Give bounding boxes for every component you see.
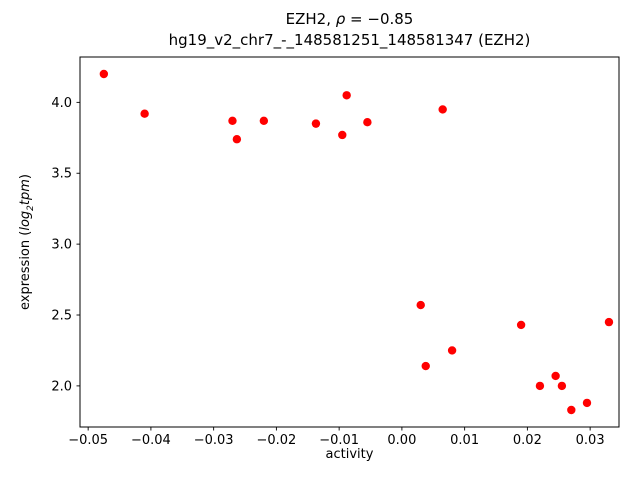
data-point	[342, 91, 351, 100]
x-tick-label: −0.03	[194, 433, 234, 448]
data-point	[363, 118, 372, 127]
x-tick-label: −0.02	[256, 433, 296, 448]
x-tick-label: −0.04	[131, 433, 171, 448]
axes-frame	[79, 56, 620, 428]
data-point	[551, 371, 560, 381]
title-text: EZH2,	[285, 10, 336, 28]
data-point	[228, 116, 237, 125]
data-point	[582, 398, 592, 408]
data-point	[535, 381, 545, 391]
y-axis-label-sub: 2	[25, 205, 36, 211]
data-point	[232, 135, 242, 144]
data-point	[438, 105, 447, 114]
data-point	[311, 119, 321, 128]
y-axis-label-log: log	[18, 210, 34, 231]
data-point	[140, 109, 149, 118]
data-point	[416, 300, 425, 310]
y-tick-label: 2.5	[51, 309, 72, 324]
y-axis-label-text: expression (	[18, 230, 34, 310]
data-point	[557, 381, 567, 391]
data-point	[604, 317, 614, 327]
y-axis-label-text-end: )	[18, 174, 34, 180]
y-axis-label-tpm: tpm	[18, 179, 34, 206]
x-tick-label: −0.05	[68, 433, 108, 448]
data-point	[338, 130, 347, 140]
x-tick-label: 0.00	[387, 433, 416, 448]
y-tick-label: 3.0	[51, 238, 72, 253]
y-tick-label: 4.0	[51, 96, 72, 111]
x-tick-label: 0.03	[576, 433, 605, 448]
title-rho-symbol: ρ	[335, 10, 346, 28]
data-point	[567, 405, 576, 415]
x-tick-label: 0.01	[450, 433, 479, 448]
data-point	[99, 69, 109, 79]
chart-title: EZH2, ρ = −0.85 hg19_v2_chr7_-_148581251…	[80, 9, 619, 51]
y-tick-label: 2.0	[51, 379, 72, 394]
y-tick-label: 3.5	[51, 167, 72, 182]
data-point	[259, 116, 269, 125]
chart-title-line1: EZH2, ρ = −0.85	[80, 9, 619, 30]
chart-title-line2: hg19_v2_chr7_-_148581251_148581347 (EZH2…	[168, 31, 531, 49]
data-point	[447, 346, 457, 355]
y-axis-label: expression (log2tpm)	[18, 174, 36, 310]
x-axis-label: activity	[325, 447, 374, 462]
x-tick-label: −0.01	[319, 433, 359, 448]
data-point	[421, 361, 430, 371]
x-tick-label: 0.02	[513, 433, 542, 448]
data-point	[516, 320, 526, 330]
title-correlation-value: = −0.85	[345, 10, 414, 28]
